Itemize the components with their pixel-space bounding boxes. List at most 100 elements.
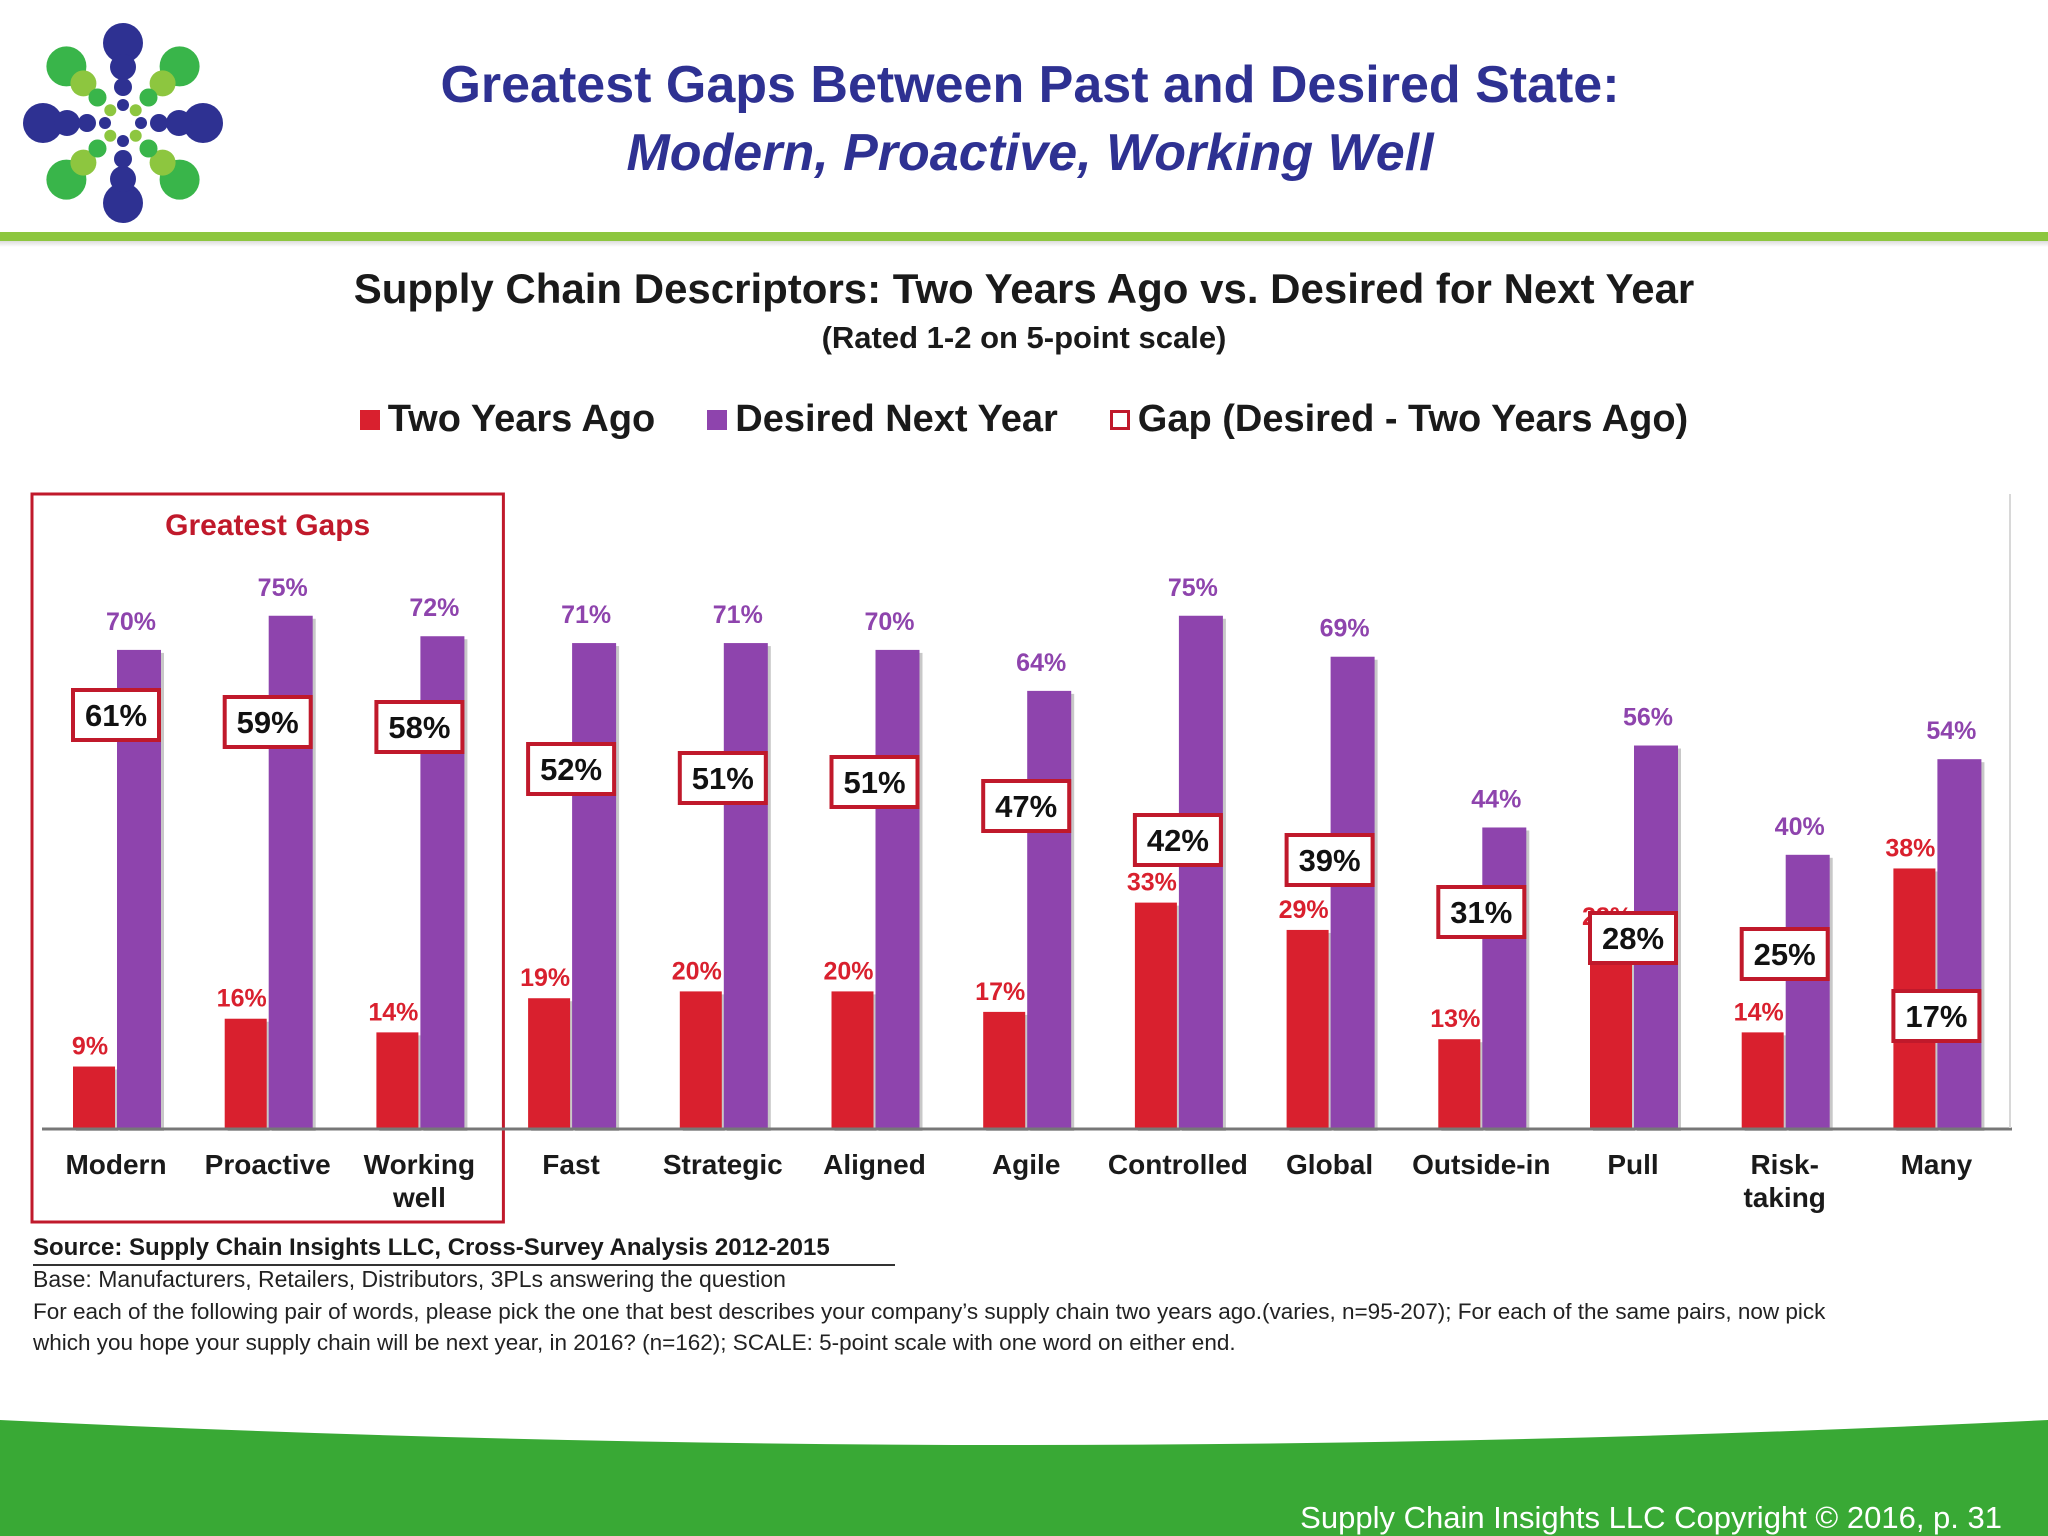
- data-label-two-years-ago: 29%: [1279, 896, 1329, 924]
- category-label: taking: [1743, 1182, 1825, 1213]
- gap-box: [1739, 927, 1830, 981]
- source-title: Source: Supply Chain Insights LLC, Cross…: [33, 1234, 830, 1261]
- legend-item-gap: Gap (Desired - Two Years Ago): [1109, 398, 1689, 441]
- gap-box: [1891, 989, 1982, 1043]
- greatest-gaps-label: Greatest Gaps: [165, 509, 370, 542]
- category-label: Controlled: [1108, 1149, 1248, 1180]
- logo-dot: [103, 183, 143, 223]
- source-underline: [33, 1264, 895, 1266]
- category-label: Proactive: [205, 1149, 331, 1180]
- category-label: Many: [1901, 1149, 1973, 1180]
- category-label: Pull: [1607, 1149, 1658, 1180]
- data-label-two-years-ago: 20%: [672, 957, 722, 985]
- data-label-desired-next-year: 64%: [1016, 649, 1066, 677]
- bar-desired-next-year: [1178, 615, 1223, 1128]
- logo-dot: [23, 103, 63, 143]
- logo-dot: [149, 149, 176, 176]
- gap-box: [71, 688, 161, 742]
- logo-dot: [135, 117, 147, 129]
- footer-copyright: Supply Chain Insights LLC Copyright © 20…: [1300, 1500, 2002, 1535]
- logo-dot: [70, 149, 97, 176]
- category-label: Global: [1286, 1149, 1373, 1180]
- bar-two-years-ago: [376, 1032, 419, 1128]
- bar-desired-next-year: [1027, 690, 1072, 1128]
- gap-box: [1132, 813, 1223, 867]
- gap-box: [677, 751, 768, 805]
- data-label-desired-next-year: 71%: [561, 601, 611, 629]
- legend-label: Desired Next Year: [735, 398, 1058, 440]
- legend-item-two-years-ago: Two Years Ago: [359, 398, 656, 441]
- data-label-desired-next-year: 75%: [1168, 574, 1218, 602]
- gap-box: [374, 700, 465, 754]
- legend-swatch-desired-next-year: [707, 409, 728, 430]
- logo-dot: [103, 23, 143, 63]
- gap-box: [829, 755, 920, 809]
- greatest-gaps-box: [30, 492, 505, 1224]
- data-label-two-years-ago: 38%: [1885, 834, 1935, 862]
- category-label: well: [392, 1182, 446, 1213]
- chart-title: Supply Chain Descriptors: Two Years Ago …: [353, 265, 1695, 312]
- data-label-desired-next-year: 75%: [258, 574, 308, 602]
- logo-dot: [139, 88, 158, 107]
- logo-dot: [117, 99, 129, 111]
- gap-label: 58%: [388, 710, 450, 745]
- category-label: Strategic: [663, 1149, 783, 1180]
- logo-dot: [70, 70, 97, 97]
- bar-desired-next-year: [1482, 827, 1527, 1128]
- data-label-desired-next-year: 56%: [1623, 704, 1673, 732]
- bar-desired-next-year: [572, 643, 617, 1128]
- logo-dot: [129, 129, 142, 142]
- gap-box: [1436, 885, 1527, 939]
- bar-two-years-ago: [1286, 929, 1329, 1128]
- gap-label: 31%: [1450, 895, 1512, 930]
- chart-subtitle: (Rated 1-2 on 5-point scale): [821, 320, 1227, 355]
- data-label-two-years-ago: 9%: [72, 1033, 108, 1061]
- logo-dot: [129, 104, 142, 117]
- bar-two-years-ago: [1590, 936, 1632, 1128]
- bar-two-years-ago: [831, 991, 874, 1128]
- bar-desired-next-year: [1785, 854, 1830, 1128]
- logo-dot: [78, 114, 96, 132]
- legend-label: Two Years Ago: [387, 398, 656, 440]
- bar-two-years-ago: [983, 1011, 1026, 1128]
- bar-desired-next-year: [875, 649, 920, 1128]
- logo-dot: [114, 150, 132, 168]
- gap-label: 59%: [237, 705, 299, 740]
- logo-dot: [150, 114, 168, 132]
- slide-title: Greatest Gaps Between Past and Desired S…: [440, 56, 1620, 114]
- category-label: Aligned: [823, 1149, 926, 1180]
- data-label-desired-next-year: 69%: [1320, 615, 1370, 643]
- data-label-two-years-ago: 17%: [975, 978, 1025, 1006]
- logo-dot: [110, 166, 136, 192]
- gap-box: [222, 695, 313, 749]
- legend-swatch-gap: [1109, 409, 1130, 430]
- logo-dot: [54, 110, 80, 136]
- data-label-two-years-ago: 13%: [1430, 1005, 1480, 1033]
- gap-label: 17%: [1905, 999, 1967, 1034]
- bar-two-years-ago: [1134, 902, 1177, 1128]
- bar-two-years-ago: [1741, 1032, 1784, 1128]
- logo-dot: [104, 104, 117, 117]
- legend-label: Gap (Desired - Two Years Ago): [1137, 398, 1689, 440]
- data-label-desired-next-year: 44%: [1471, 785, 1521, 813]
- gap-label: 39%: [1299, 843, 1361, 878]
- data-label-desired-next-year: 40%: [1775, 813, 1825, 841]
- data-label-desired-next-year: 70%: [864, 608, 914, 636]
- logo-dot: [183, 103, 223, 143]
- logo-dot: [149, 70, 176, 97]
- logo-dot: [99, 117, 111, 129]
- category-label: Modern: [65, 1149, 166, 1180]
- category-label: Fast: [542, 1149, 600, 1180]
- bar-two-years-ago: [679, 991, 722, 1128]
- logo-dot: [88, 88, 107, 107]
- gap-label: 52%: [540, 752, 602, 787]
- category-label: Agile: [992, 1149, 1060, 1180]
- source-question: For each of the following pair of words,…: [33, 1299, 1826, 1355]
- gap-label: 42%: [1147, 823, 1209, 858]
- logo-dot: [139, 139, 158, 158]
- category-label: Working: [364, 1149, 475, 1180]
- logo-dot: [88, 139, 107, 158]
- source-base: Base: Manufacturers, Retailers, Distribu…: [33, 1266, 786, 1292]
- gap-box: [1284, 833, 1375, 887]
